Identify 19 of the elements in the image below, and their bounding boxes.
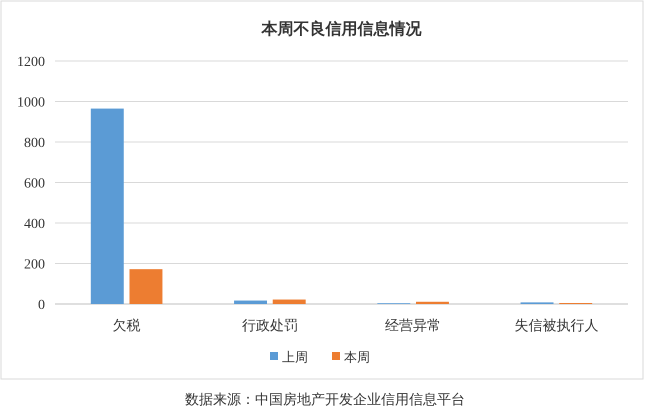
y-tick-label: 200: [24, 257, 45, 272]
bar: [129, 269, 162, 304]
chart-title: 本周不良信用信息情况: [260, 20, 422, 38]
y-tick-label: 0: [38, 298, 45, 313]
y-tick-label: 1000: [17, 95, 45, 110]
legend-label: 上周: [282, 350, 308, 365]
y-tick-label: 600: [24, 176, 45, 192]
x-tick-label: 行政处罚: [242, 318, 298, 334]
source-note: 数据来源：中国房地产开发企业信用信息平台: [185, 392, 465, 408]
x-tick-label: 经营异常: [385, 318, 442, 334]
x-tick-label: 失信被执行人: [514, 318, 598, 334]
bar: [272, 300, 306, 304]
legend-label: 本周: [344, 350, 370, 365]
y-tick-label: 800: [24, 136, 45, 151]
y-tick-label: 1200: [17, 54, 45, 70]
bar: [90, 108, 124, 304]
bar: [234, 300, 268, 304]
y-tick-label: 400: [24, 216, 45, 232]
x-tick-label: 欠税: [112, 318, 141, 334]
